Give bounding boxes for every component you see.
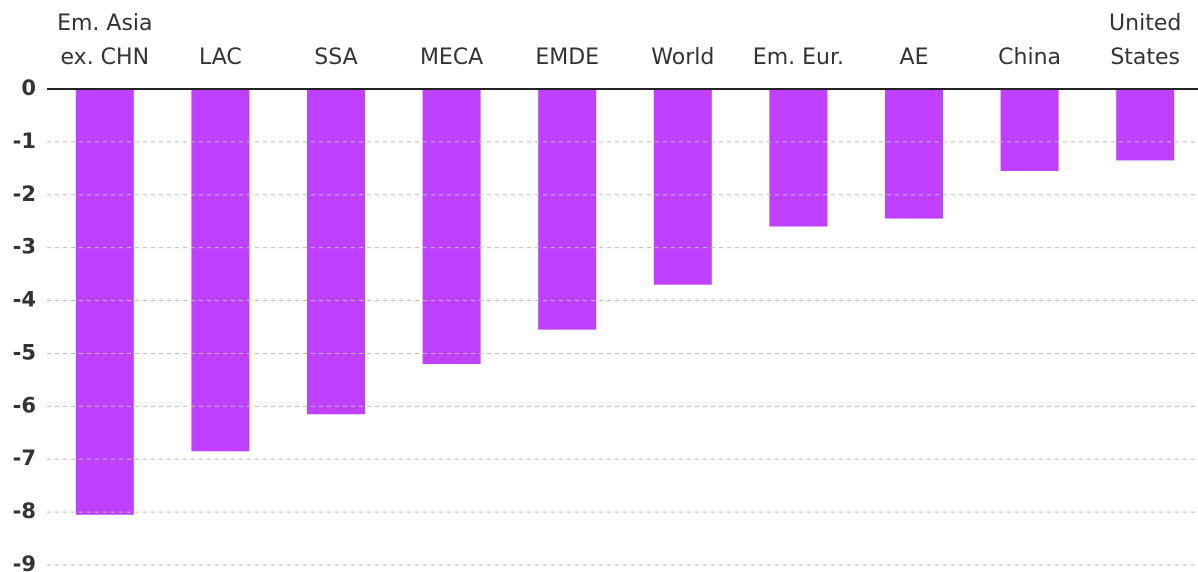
x-tick-label: United States xyxy=(1109,11,1182,70)
bar xyxy=(191,89,250,452)
y-tick-label: -6 xyxy=(13,393,36,417)
y-tick-label: -4 xyxy=(13,288,36,312)
x-tick-label: MECA xyxy=(419,45,484,70)
x-tick-label: SSA xyxy=(314,45,358,70)
x-tick-label: AE xyxy=(899,45,929,70)
bar xyxy=(307,89,365,415)
y-tick-label: -7 xyxy=(13,446,36,470)
y-tick-label: -5 xyxy=(13,340,36,364)
bar xyxy=(1116,89,1175,161)
y-tick-label: -1 xyxy=(13,129,36,153)
y-tick-label: 0 xyxy=(21,76,36,100)
bar xyxy=(769,89,828,227)
bar xyxy=(422,89,481,365)
x-tick-label: China xyxy=(998,45,1062,70)
y-tick-label: -9 xyxy=(13,552,36,572)
x-tick-label: EMDE xyxy=(535,45,600,70)
bar xyxy=(653,89,712,285)
x-tick-label: Em. Eur. xyxy=(752,45,844,70)
y-tick-label: -8 xyxy=(13,499,36,523)
x-tick-label: LAC xyxy=(198,45,242,70)
y-tick-label: -2 xyxy=(13,182,36,206)
bar xyxy=(75,89,134,515)
x-tick-label: Em. Asia ex. CHN xyxy=(57,11,153,70)
bar xyxy=(1000,89,1059,171)
y-tick-label: -3 xyxy=(13,235,36,259)
x-tick-label: World xyxy=(651,45,715,70)
bar xyxy=(538,89,597,330)
bar xyxy=(885,89,943,219)
